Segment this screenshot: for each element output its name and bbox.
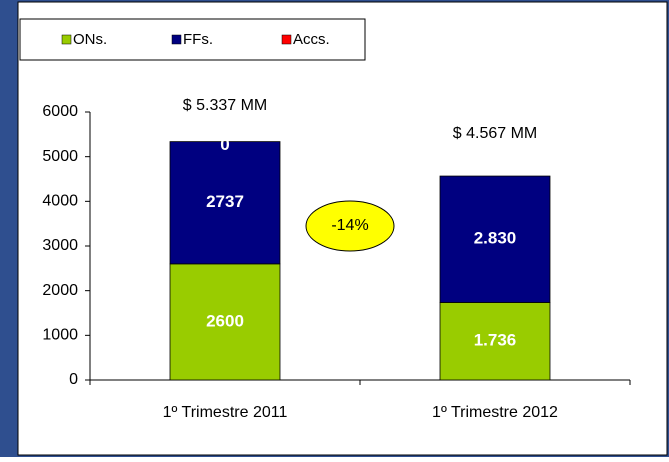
legend-swatch <box>61 34 72 45</box>
annotation: $ 5.337 MM <box>183 97 267 114</box>
legend-label: FFs. <box>183 31 213 48</box>
y-tick-label: 1000 <box>42 327 78 344</box>
data-label: 2.830 <box>474 229 517 248</box>
legend <box>19 18 366 61</box>
y-tick-label: 4000 <box>42 193 78 210</box>
legend-label: Accs. <box>293 31 330 48</box>
legend-label: ONs. <box>73 31 107 48</box>
data-label: 1.736 <box>474 331 517 350</box>
data-label: 2600 <box>206 311 244 330</box>
y-tick-label: 3000 <box>42 237 78 254</box>
bar-segment <box>439 302 551 381</box>
x-tick-label: 1º Trimestre 2011 <box>163 404 288 421</box>
data-label: 0 <box>220 135 229 154</box>
y-tick-label: 6000 <box>42 103 78 120</box>
x-tick-label: 1º Trimestre 2012 <box>432 404 558 421</box>
annotation: -14% <box>331 217 368 234</box>
bar-segment <box>169 141 281 265</box>
annotation: $ 4.567 MM <box>453 125 537 142</box>
change-badge <box>305 200 395 252</box>
legend-swatch <box>281 34 292 45</box>
legend-swatch <box>171 34 182 45</box>
y-tick-label: 2000 <box>42 282 78 299</box>
y-tick-label: 0 <box>69 371 78 388</box>
data-label: 2737 <box>206 192 244 211</box>
bar-segment <box>439 175 551 303</box>
y-tick-label: 5000 <box>42 148 78 165</box>
